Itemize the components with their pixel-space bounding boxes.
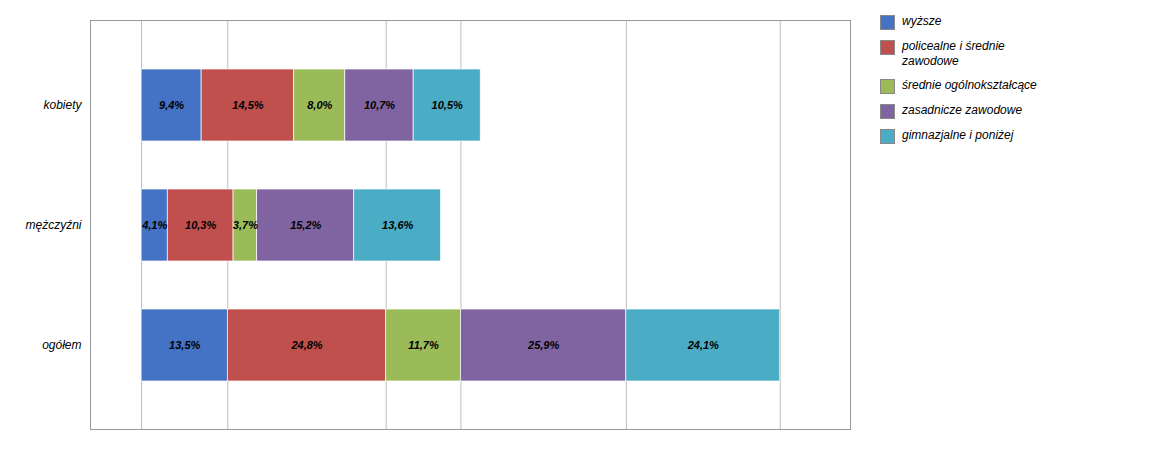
svg-text:10,5%: 10,5%: [432, 99, 463, 111]
svg-text:11,7%: 11,7%: [408, 339, 439, 351]
html-text:średnie ogólnokształcące: średnie ogólnokształcące: [902, 78, 1037, 92]
svg-text:4,1%: 4,1%: [141, 219, 167, 231]
svg-text:13,5%: 13,5%: [169, 339, 200, 351]
svg-text:10,3%: 10,3%: [185, 219, 216, 231]
svg-text:25,9%: 25,9%: [527, 339, 559, 351]
html-text:policealne i średnie zawodowe: policealne i średnie zawodowe: [902, 39, 1005, 68]
svg-text:14,5%: 14,5%: [232, 99, 263, 111]
svg-text:ogółem: ogółem: [42, 338, 81, 352]
svg-text:13,6%: 13,6%: [382, 219, 413, 231]
svg-text:kobiety: kobiety: [43, 98, 82, 112]
html-text:wyższe: wyższe: [902, 14, 942, 28]
svg-text:9,4%: 9,4%: [159, 99, 184, 111]
html-text:zasadnicze zawodowe: zasadnicze zawodowe: [902, 103, 1023, 117]
svg-text:24,1%: 24,1%: [687, 339, 719, 351]
svg-text:8,0%: 8,0%: [307, 99, 332, 111]
html-text:gimnazjalne i poniżej: gimnazjalne i poniżej: [902, 128, 1014, 142]
svg-text:24,8%: 24,8%: [290, 339, 322, 351]
svg-text:15,2%: 15,2%: [290, 219, 321, 231]
svg-text:3,7%: 3,7%: [233, 219, 258, 231]
svg-text:10,7%: 10,7%: [364, 99, 395, 111]
svg-text:mężczyźni: mężczyźni: [25, 218, 81, 232]
